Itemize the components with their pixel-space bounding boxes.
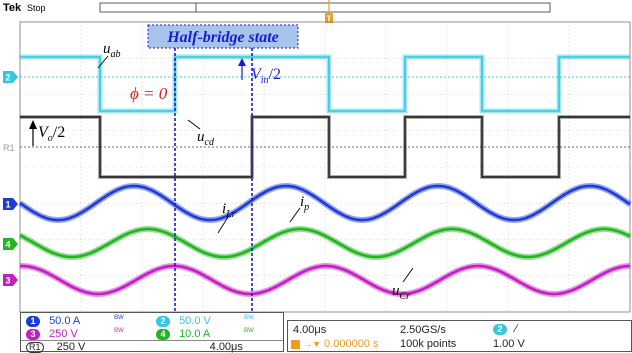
ch3-bandwidth-icon: BW bbox=[114, 328, 124, 334]
ch2-readout[interactable]: 2 50.0 V BW bbox=[156, 315, 254, 327]
ch4-readout[interactable]: 4 10.0 A BW bbox=[156, 328, 254, 340]
ch4-ground-marker[interactable]: 4 bbox=[3, 238, 18, 250]
acquisition-status: Stop bbox=[27, 3, 46, 13]
ucd-label: ucd bbox=[197, 129, 215, 148]
half-bridge-state-label: Half-bridge state bbox=[166, 29, 279, 46]
ch1-badge: 1 bbox=[26, 315, 40, 327]
r1-ground-marker[interactable]: R1 bbox=[3, 143, 15, 153]
ch4-bandwidth-icon: BW bbox=[244, 328, 254, 334]
uab-trace bbox=[20, 56, 630, 112]
trigger-position-value: 0.000000 s bbox=[324, 338, 379, 350]
ch4-marker-label: 4 bbox=[6, 240, 11, 250]
trigger-t-icon bbox=[291, 339, 300, 349]
uab-pointer bbox=[97, 55, 109, 69]
vo-half-label: Vo/2 bbox=[38, 124, 65, 144]
half-bridge-state-box bbox=[147, 24, 299, 49]
trigger-position-readout[interactable]: →▼ 0.000000 s bbox=[291, 338, 378, 350]
ch2-scale: 50.0 V bbox=[179, 315, 211, 327]
vin-half-label: Vin/2 bbox=[251, 66, 281, 86]
ch3-ground-marker[interactable]: 3 bbox=[3, 274, 18, 286]
brand-label: Tek bbox=[3, 2, 22, 14]
trigger-channel-badge: 2 bbox=[493, 323, 507, 335]
trigger-slope-icon: ∕ bbox=[515, 323, 517, 335]
ch4-badge: 4 bbox=[156, 328, 170, 340]
ch1-bandwidth-icon: BW bbox=[114, 315, 124, 321]
phase-shift-label: ϕ = 0 bbox=[130, 84, 168, 103]
trigger-level[interactable]: 1.00 V bbox=[493, 338, 525, 350]
ucr-label: uCr bbox=[392, 283, 410, 302]
horizontal-scale[interactable]: 4.00μs bbox=[293, 324, 327, 336]
ref-time: 4.00μs bbox=[209, 341, 243, 353]
ucd-pointer bbox=[187, 119, 201, 130]
trigger-source-readout[interactable]: 2 ∕ bbox=[493, 323, 517, 335]
graticule-grid bbox=[20, 22, 630, 312]
trigger-marker-label: T bbox=[327, 15, 332, 24]
ch1-marker-label: 1 bbox=[6, 200, 11, 210]
trigger-delay-arrow-icon: →▼ bbox=[303, 339, 321, 349]
ch3-scale: 250 V bbox=[49, 328, 78, 340]
r1-marker-label: R1 bbox=[3, 143, 15, 153]
ilr-trace bbox=[19, 227, 631, 259]
uab-label: uab bbox=[103, 41, 121, 60]
timebase-readout-panel: 4.00μs 2.50GS/s 2 ∕ →▼ 0.000000 s 100k p… bbox=[287, 320, 632, 352]
ref-badge: R1 bbox=[26, 342, 44, 353]
ch2-marker-label: 2 bbox=[6, 73, 11, 83]
ch1-readout[interactable]: 1 50.0 A BW bbox=[26, 315, 124, 327]
ilr-pointer bbox=[217, 216, 229, 234]
trigger-position-marker[interactable] bbox=[325, 13, 333, 23]
ip-trace bbox=[19, 184, 631, 222]
channel-readout-panel: 1 50.0 A BW 2 50.0 V BW 3 250 V BW 4 10.… bbox=[20, 312, 284, 353]
ch3-badge: 3 bbox=[26, 328, 40, 340]
vin-half-arrowhead bbox=[238, 58, 246, 66]
ucd-trace bbox=[20, 116, 630, 178]
ch2-ground-marker[interactable]: 2 bbox=[3, 71, 18, 83]
waveform-traces bbox=[18, 54, 632, 297]
ucr-pointer bbox=[402, 267, 414, 283]
sample-rate: 2.50GS/s bbox=[400, 324, 446, 336]
ilr-label: iLr bbox=[222, 201, 236, 220]
ip-pointer bbox=[289, 207, 301, 223]
ip-label: ip bbox=[300, 194, 309, 213]
ch1-scale: 50.0 A bbox=[49, 315, 81, 327]
ch2-badge: 2 bbox=[156, 315, 170, 327]
ch4-scale: 10.0 A bbox=[179, 328, 211, 340]
record-view-bar[interactable] bbox=[99, 2, 551, 13]
record-length: 100k points bbox=[400, 338, 457, 350]
ch2-bandwidth-icon: BW bbox=[244, 315, 254, 321]
vo-half-arrowhead bbox=[29, 120, 37, 129]
ref-scale: 250 V bbox=[56, 341, 86, 353]
ch3-readout[interactable]: 3 250 V BW bbox=[26, 328, 124, 340]
ucr-trace bbox=[20, 264, 630, 296]
ch1-ground-marker[interactable]: 1 bbox=[3, 198, 18, 210]
ref-readout[interactable]: R1 250 V 4.00μs bbox=[21, 340, 283, 353]
ch3-marker-label: 3 bbox=[6, 276, 11, 286]
